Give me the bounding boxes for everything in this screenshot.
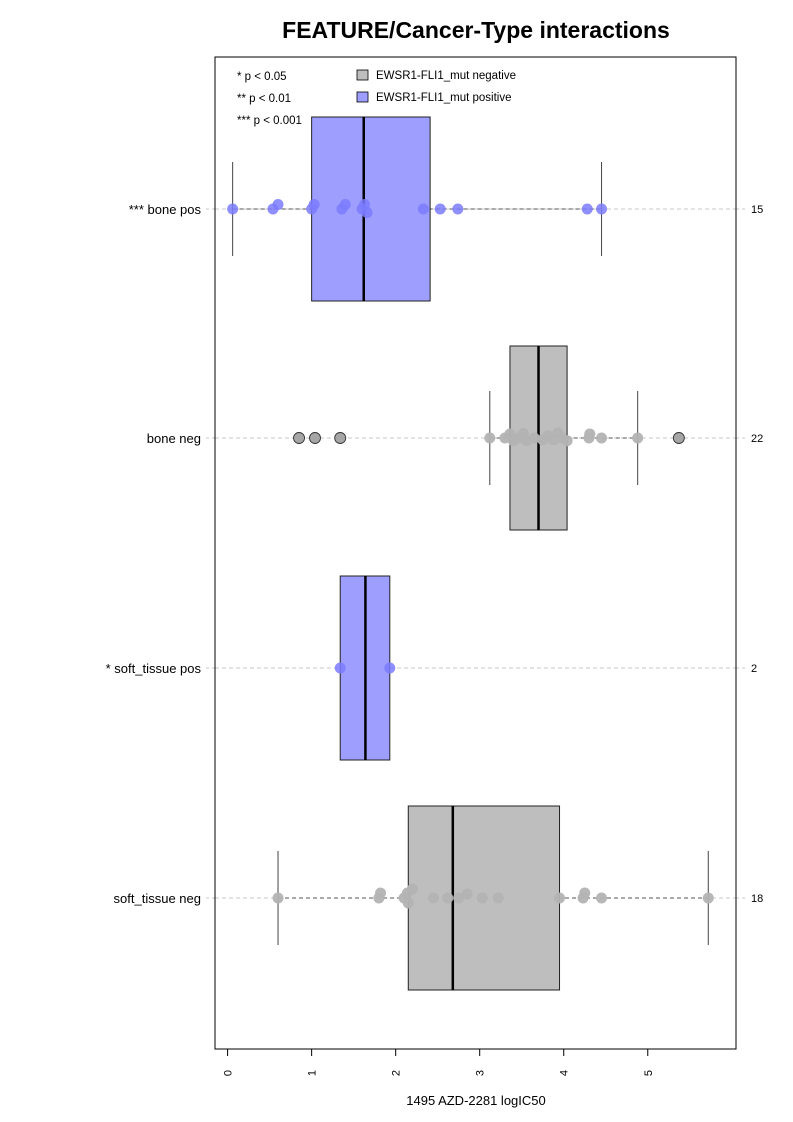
x-tick-label: 4 [559, 1070, 571, 1076]
x-tick-label: 2 [391, 1070, 403, 1076]
data-point [417, 203, 429, 215]
data-point [227, 203, 239, 215]
data-point [427, 892, 439, 904]
sample-count-label: 2 [751, 663, 757, 675]
sample-count-label: 18 [751, 893, 763, 905]
y-axis-label: * soft_tissue pos [106, 661, 202, 676]
data-point [452, 203, 464, 215]
sample-count-label: 22 [751, 433, 763, 445]
legend-label: EWSR1-FLI1_mut positive [376, 92, 512, 104]
data-point [584, 428, 596, 440]
data-point [402, 897, 414, 909]
data-point [528, 432, 540, 444]
data-point [596, 892, 608, 904]
data-point [579, 887, 591, 899]
outlier-point [672, 432, 685, 444]
data-point [384, 662, 396, 674]
significance-legend-item: ** p < 0.01 [237, 93, 291, 105]
data-point [375, 887, 387, 899]
data-point [476, 892, 488, 904]
x-tick-label: 1 [307, 1070, 319, 1076]
chart-title: FEATURE/Cancer-Type interactions [282, 17, 670, 43]
x-tick-label: 0 [223, 1070, 235, 1076]
significance-legend: * p < 0.05 ** p < 0.01 *** p < 0.001 [237, 71, 302, 127]
outlier-point [309, 432, 321, 444]
data-point [632, 432, 644, 444]
data-point [596, 432, 608, 444]
color-legend: EWSR1-FLI1_mut negative EWSR1-FLI1_mut po… [356, 69, 516, 104]
y-axis-label: soft_tissue neg [114, 891, 201, 906]
boxes [232, 116, 709, 991]
outlier-point [293, 432, 305, 444]
data-point [442, 892, 454, 904]
data-point [484, 432, 496, 444]
data-point [554, 892, 566, 904]
data-point [434, 203, 446, 215]
legend-label: EWSR1-FLI1_mut negative [376, 70, 516, 82]
legend-swatch [356, 91, 369, 103]
data-points [227, 199, 714, 909]
data-point [334, 662, 346, 674]
data-point [406, 883, 418, 895]
data-point [308, 199, 320, 210]
data-point [272, 892, 284, 904]
data-point [561, 435, 573, 447]
reference-lines [206, 208, 746, 899]
x-axis: 0 1 2 3 4 5 [223, 1048, 655, 1076]
data-point [492, 892, 504, 904]
sample-count-label: 15 [751, 204, 763, 216]
legend-swatch [356, 69, 369, 81]
x-tick-label: 5 [643, 1070, 655, 1076]
significance-legend-item: *** p < 0.001 [237, 115, 302, 127]
data-point [581, 203, 593, 215]
data-point [461, 888, 473, 900]
x-axis-title: 1495 AZD-2281 logIC50 [406, 1093, 545, 1108]
y-axis-label: *** bone pos [129, 202, 202, 217]
outlier-point [334, 432, 347, 444]
data-point [272, 199, 284, 210]
data-point [596, 203, 608, 215]
significance-legend-item: * p < 0.05 [237, 71, 287, 83]
x-tick-label: 3 [475, 1070, 487, 1076]
data-point [339, 199, 351, 210]
data-point [361, 207, 373, 219]
y-labels: *** bone pos bone neg * soft_tissue pos sof… [106, 202, 202, 906]
data-point [702, 892, 714, 904]
y-axis-label: bone neg [147, 431, 201, 446]
data-point [453, 892, 465, 904]
